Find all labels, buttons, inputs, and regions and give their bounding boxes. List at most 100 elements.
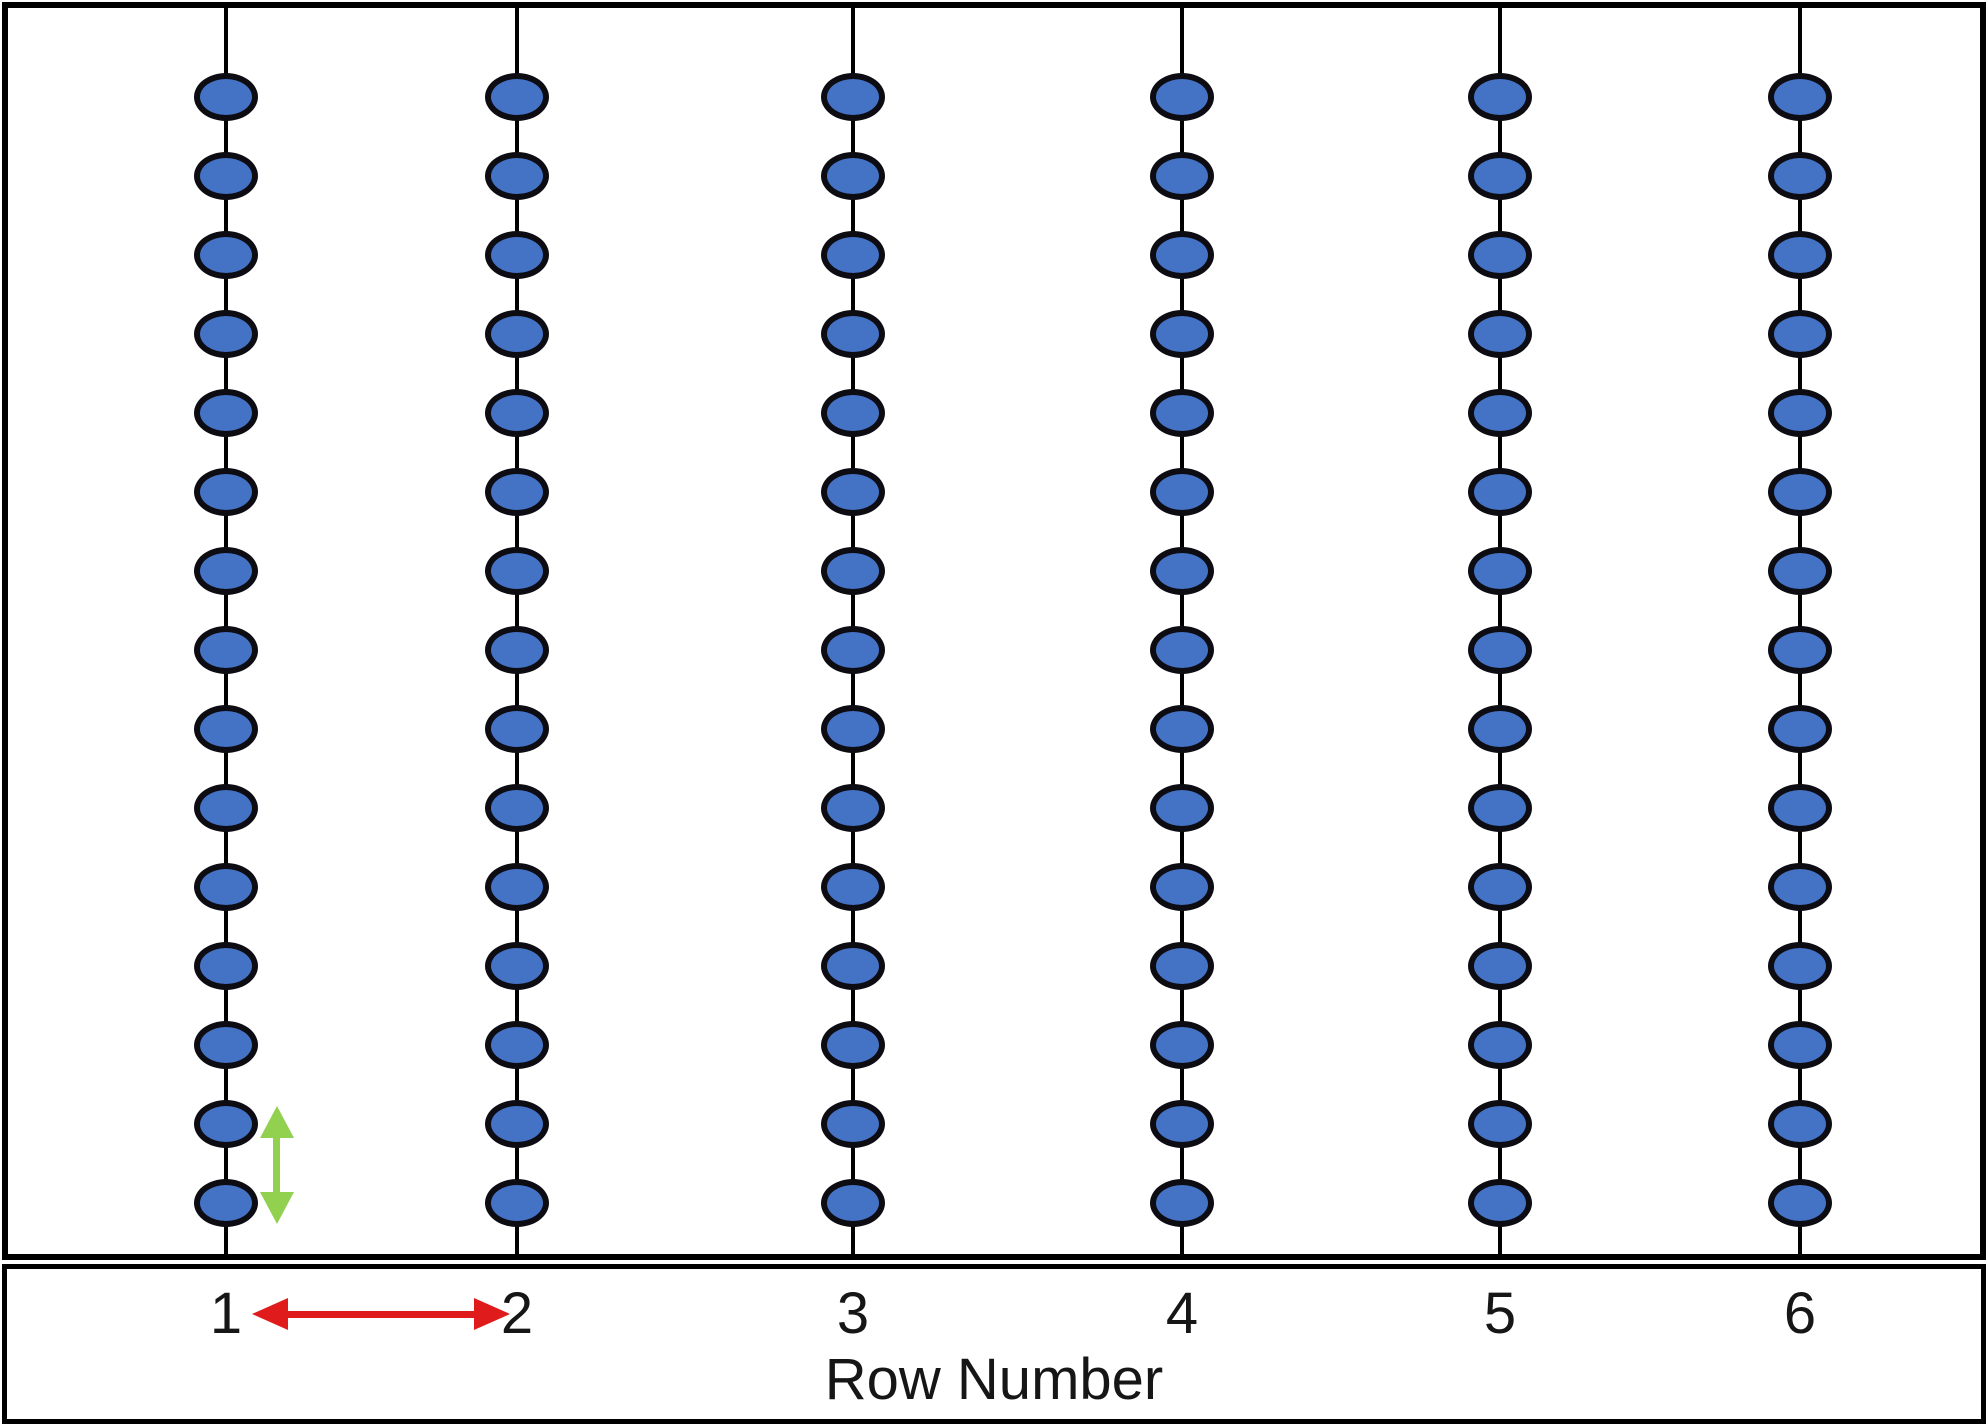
plant-ellipse [1768, 784, 1832, 832]
plant-ellipse [194, 152, 258, 200]
plant-ellipse [1768, 1100, 1832, 1148]
plant-ellipse [1468, 942, 1532, 990]
plant-ellipse [485, 73, 549, 121]
plant-ellipse [485, 152, 549, 200]
plant-ellipse [485, 1021, 549, 1069]
plant-ellipse [821, 547, 885, 595]
plant-ellipse [485, 863, 549, 911]
plant-ellipse [1768, 73, 1832, 121]
plant-ellipse [485, 547, 549, 595]
plant-ellipse [1468, 310, 1532, 358]
plant-ellipse [1150, 547, 1214, 595]
plant-ellipse [485, 389, 549, 437]
plant-ellipse [1468, 547, 1532, 595]
plant-ellipse [1150, 1021, 1214, 1069]
field-plot-border [2, 2, 1986, 1260]
plant-ellipse [1468, 1021, 1532, 1069]
plant-ellipse [485, 705, 549, 753]
plant-ellipse [1768, 863, 1832, 911]
row-number-label: 5 [1483, 1281, 1517, 1346]
row-number-label: 3 [836, 1281, 870, 1346]
plant-ellipse [1768, 468, 1832, 516]
plant-spacing-arrowhead-up [260, 1106, 294, 1138]
plant-ellipse [1150, 705, 1214, 753]
plant-ellipse [485, 784, 549, 832]
plant-ellipse [1768, 152, 1832, 200]
plant-ellipse [1468, 863, 1532, 911]
plant-ellipse [1768, 1021, 1832, 1069]
plant-ellipse [485, 626, 549, 674]
row-number-label: 1 [209, 1281, 243, 1346]
plant-ellipse [821, 784, 885, 832]
plant-ellipse [194, 705, 258, 753]
plant-ellipse [821, 705, 885, 753]
plant-ellipse [1468, 1179, 1532, 1227]
plant-ellipse [1150, 784, 1214, 832]
plant-spacing-arrow-shaft [273, 1136, 280, 1194]
plant-ellipse [194, 310, 258, 358]
plant-ellipse [1468, 1100, 1532, 1148]
plant-ellipse [1150, 152, 1214, 200]
plant-ellipse [821, 942, 885, 990]
plant-ellipse [1768, 942, 1832, 990]
plant-ellipse [821, 1021, 885, 1069]
plant-ellipse [1468, 784, 1532, 832]
plant-ellipse [194, 468, 258, 516]
plant-ellipse [1468, 626, 1532, 674]
plant-ellipse [1150, 468, 1214, 516]
plant-ellipse [821, 863, 885, 911]
plant-ellipse [1768, 231, 1832, 279]
plant-ellipse [194, 1179, 258, 1227]
row-spacing-arrow-shaft [284, 1311, 478, 1318]
plant-ellipse [1150, 310, 1214, 358]
plant-spacing-arrowhead-down [260, 1192, 294, 1224]
plant-ellipse [1768, 389, 1832, 437]
plant-ellipse [821, 626, 885, 674]
plant-ellipse [821, 152, 885, 200]
plant-ellipse [194, 231, 258, 279]
plant-ellipse [194, 1021, 258, 1069]
plant-ellipse [1468, 389, 1532, 437]
plant-ellipse [194, 547, 258, 595]
plant-ellipse [1768, 1179, 1832, 1227]
plant-ellipse [194, 73, 258, 121]
plant-ellipse [194, 863, 258, 911]
x-axis-title: Row Number [824, 1347, 1164, 1412]
plant-ellipse [821, 1179, 885, 1227]
row-number-label: 4 [1165, 1281, 1199, 1346]
row-spacing-arrowhead-right [474, 1298, 510, 1330]
plant-ellipse [1150, 942, 1214, 990]
row-spacing-arrowhead-left [252, 1298, 288, 1330]
plant-spacing-arrow [260, 1106, 294, 1224]
plant-ellipse [1150, 1179, 1214, 1227]
plant-ellipse [1150, 1100, 1214, 1148]
plant-ellipse [485, 1179, 549, 1227]
row-number-label: 6 [1783, 1281, 1817, 1346]
plant-ellipse [194, 626, 258, 674]
plant-ellipse [1768, 705, 1832, 753]
plant-ellipse [821, 468, 885, 516]
plant-ellipse [194, 389, 258, 437]
plant-ellipse [485, 468, 549, 516]
plant-ellipse [485, 1100, 549, 1148]
plant-ellipse [821, 231, 885, 279]
plant-ellipse [1150, 231, 1214, 279]
plant-ellipse [194, 1100, 258, 1148]
plant-ellipse [194, 942, 258, 990]
plant-ellipse [1768, 626, 1832, 674]
plant-ellipse [485, 310, 549, 358]
plant-ellipse [194, 784, 258, 832]
plant-ellipse [1150, 626, 1214, 674]
plant-ellipse [1150, 863, 1214, 911]
plant-ellipse [821, 310, 885, 358]
row-spacing-arrow [252, 1298, 510, 1330]
plant-ellipse [1468, 231, 1532, 279]
plant-ellipse [1768, 547, 1832, 595]
plant-ellipse [1468, 705, 1532, 753]
plant-ellipse [1468, 152, 1532, 200]
plant-ellipse [821, 389, 885, 437]
axis-strip-border [2, 1264, 1986, 1424]
plant-ellipse [821, 1100, 885, 1148]
plant-ellipse [485, 942, 549, 990]
